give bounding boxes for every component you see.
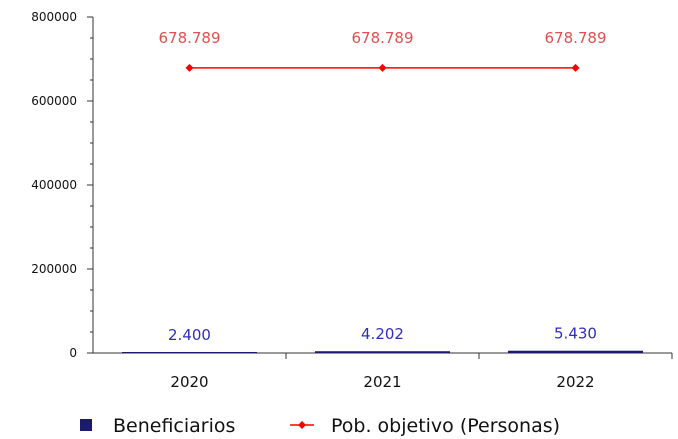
data-labels: 2.400 4.202 5.430 678.789 678.789 678.789 [158,29,606,344]
bar [507,350,644,353]
x-tick-label: 2022 [556,373,594,391]
legend-marker-diamond [298,421,306,429]
x-tick-label: 2020 [170,373,208,391]
y-tick-label: 200000 [31,262,77,276]
bar [121,351,258,353]
x-tick-label: 2021 [363,373,401,391]
bar [314,351,451,353]
legend-label-pob-objetivo: Pob. objetivo (Personas) [331,415,560,437]
line-point [378,63,387,72]
bar-data-label: 4.202 [361,325,404,343]
legend: Beneficiarios Pob. objetivo (Personas) [80,415,560,437]
line-point [185,63,194,72]
legend-label-beneficiarios: Beneficiarios [113,415,235,437]
bar-data-label: 2.400 [168,326,211,344]
bar-series [121,350,644,353]
line-data-label: 678.789 [158,29,220,47]
y-tick-label: 0 [69,346,77,360]
line-series [185,63,580,72]
y-tick-label: 600000 [31,94,77,108]
y-tick-label: 400000 [31,178,77,192]
bar-data-label: 5.430 [554,325,597,343]
line-data-label: 678.789 [351,29,413,47]
line-point [571,63,580,72]
line-data-label: 678.789 [544,29,606,47]
legend-swatch-beneficiarios [80,419,92,431]
y-tick-label: 800000 [31,10,77,24]
